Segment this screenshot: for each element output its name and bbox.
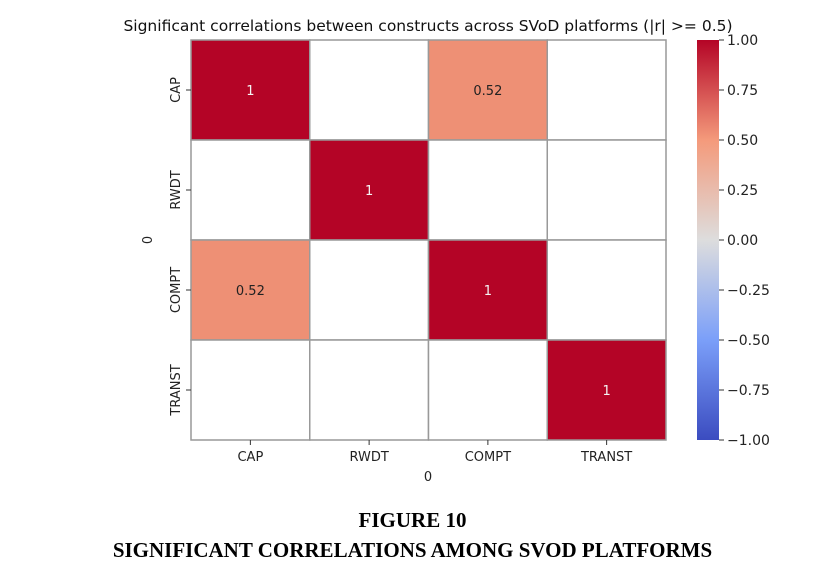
heatmap-cell bbox=[546, 239, 667, 341]
cell-annotation: 1 bbox=[365, 184, 373, 199]
heatmap-cell bbox=[427, 139, 548, 241]
x-tick-label: RWDT bbox=[349, 450, 388, 465]
colorbar-tick-label: 0.75 bbox=[727, 83, 758, 99]
heatmap-chart: Significant correlations between constru… bbox=[123, 17, 770, 485]
cell-annotation: 1 bbox=[484, 284, 492, 299]
x-tick-label: COMPT bbox=[465, 450, 511, 465]
cell-annotation: 0.52 bbox=[473, 84, 502, 99]
colorbar-tick-label: 1.00 bbox=[727, 33, 758, 49]
x-tick-label: TRANST bbox=[580, 450, 632, 465]
heatmap-cell bbox=[427, 239, 548, 341]
colorbar-tick-label: 0.50 bbox=[727, 133, 758, 149]
heatmap-cell bbox=[309, 339, 430, 441]
colorbar bbox=[697, 40, 719, 440]
cell-annotation: 0.52 bbox=[236, 284, 265, 299]
colorbar-tick-label: −0.75 bbox=[727, 383, 770, 399]
heatmap-cell bbox=[546, 39, 667, 141]
colorbar-tick-label: −0.50 bbox=[727, 333, 770, 349]
y-tick-label: RWDT bbox=[169, 170, 184, 209]
cell-annotation: 1 bbox=[246, 84, 254, 99]
colorbar-tick-label: 0.25 bbox=[727, 183, 758, 199]
heatmap-cell bbox=[190, 339, 311, 441]
heatmap-cell bbox=[309, 139, 430, 241]
figure-label: FIGURE 10 bbox=[358, 508, 467, 532]
colorbar-tick-label: −0.25 bbox=[727, 283, 770, 299]
heatmap-cell bbox=[190, 139, 311, 241]
heatmap-cell bbox=[546, 339, 667, 441]
heatmap-cell bbox=[427, 39, 548, 141]
heatmap-cell bbox=[309, 39, 430, 141]
x-tick-label: CAP bbox=[237, 450, 263, 465]
y-tick-label: TRANST bbox=[169, 364, 184, 416]
heatmap-cell bbox=[427, 339, 548, 441]
x-axis-label: 0 bbox=[424, 470, 432, 485]
cell-annotation: 1 bbox=[602, 384, 610, 399]
y-tick-label: COMPT bbox=[169, 267, 184, 313]
figure-caption: SIGNIFICANT CORRELATIONS AMONG SVOD PLAT… bbox=[112, 538, 713, 562]
chart-title: Significant correlations between constru… bbox=[123, 17, 732, 35]
heatmap-cell bbox=[190, 39, 311, 141]
y-axis-label: 0 bbox=[141, 236, 156, 244]
heatmap-cell bbox=[309, 239, 430, 341]
heatmap-cell bbox=[546, 139, 667, 241]
colorbar-tick-label: −1.00 bbox=[727, 433, 770, 449]
heatmap-cell bbox=[190, 239, 311, 341]
colorbar-tick-label: 0.00 bbox=[727, 233, 758, 249]
y-tick-label: CAP bbox=[169, 77, 184, 103]
